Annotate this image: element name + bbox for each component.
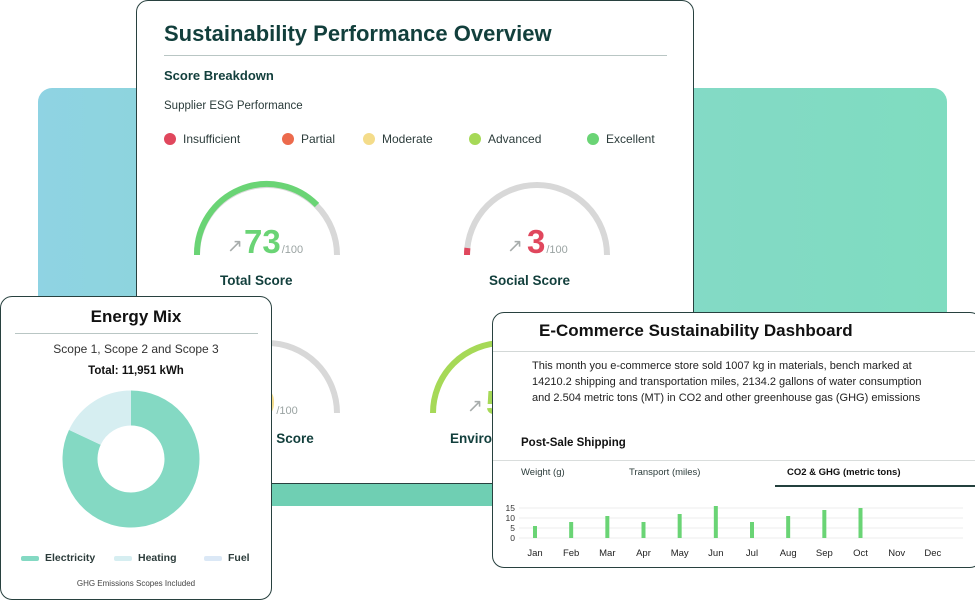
x-tick-label-jan: Jan: [527, 548, 542, 559]
legend-dot-icon: [469, 133, 481, 145]
donut-slice-electricity: [62, 390, 200, 528]
trend-arrow-icon: ↗: [507, 236, 523, 257]
x-tick-label-oct: Oct: [853, 548, 868, 559]
x-tick-label-may: May: [671, 548, 689, 559]
x-tick-label-sep: Sep: [816, 548, 833, 559]
metric-tabs: Weight (g) Transport (miles) CO2 & GHG (…: [493, 460, 975, 487]
energy-mix-title: Energy Mix: [90, 307, 182, 326]
ecommerce-description: This month you e-commerce store sold 100…: [532, 360, 922, 404]
gauge-fill: [193, 180, 320, 256]
tab-transport[interactable]: Transport (miles): [629, 467, 701, 478]
tab-co2-ghg[interactable]: CO2 & GHG (metric tons): [787, 467, 901, 478]
social-score-gauge: [464, 182, 610, 256]
bar-mar: [605, 516, 610, 538]
score-breakdown-subtitle: Supplier ESG Performance: [164, 100, 303, 112]
page-title: Sustainability Performance Overview: [164, 21, 552, 46]
legend-label: Moderate: [382, 132, 433, 146]
energy-total: Total: 11,951 kWh: [88, 365, 184, 377]
legend-electricity: Electricity: [21, 552, 95, 564]
social-score-label: Social Score: [489, 273, 571, 288]
legend-swatch-icon: [114, 555, 132, 561]
legend-heating: Heating: [114, 552, 177, 564]
gauge-fill: [430, 340, 504, 414]
x-tick-label-mar: Mar: [599, 548, 615, 559]
legend-label: Electricity: [45, 552, 96, 564]
post-sale-shipping-title: Post-Sale Shipping: [521, 437, 626, 449]
legend-dot-icon: [587, 133, 599, 145]
total-score-gauge: [193, 180, 340, 256]
y-tick-label: 10: [506, 513, 516, 523]
title-divider: [164, 55, 667, 56]
legend-moderate: Moderate: [363, 132, 433, 146]
legend-label: Advanced: [488, 132, 542, 146]
y-tick-label: 5: [510, 523, 515, 533]
gauge-max: /100: [281, 244, 304, 256]
active-tab-indicator: [775, 485, 975, 487]
legend-label: Excellent: [606, 132, 655, 146]
gauge-number: 3: [527, 223, 546, 260]
x-tick-label-jul: Jul: [746, 548, 758, 559]
social-score-value: 3/100: [527, 223, 568, 261]
x-tick-label-feb: Feb: [563, 548, 579, 559]
legend-label: Insufficient: [183, 132, 241, 146]
legend-advanced: Advanced: [469, 132, 541, 146]
x-tick-label-jun: Jun: [708, 548, 723, 559]
gauge-max: /100: [276, 405, 298, 417]
background-accent: [268, 480, 508, 506]
bar-oct: [858, 508, 863, 538]
x-tick-label-aug: Aug: [780, 548, 797, 559]
legend-label: Fuel: [228, 552, 250, 564]
bar-jan: [533, 526, 537, 538]
ecommerce-divider: [493, 351, 975, 352]
ecommerce-title: E-Commerce Sustainability Dashboard: [539, 321, 853, 340]
x-tick-label-apr: Apr: [636, 548, 651, 559]
energy-divider: [15, 333, 258, 334]
legend-label: Partial: [301, 132, 336, 146]
total-score-label: Total Score: [220, 273, 293, 288]
bar-aug: [786, 516, 791, 538]
energy-donut-chart: [62, 390, 200, 528]
environment-score-gauge: [430, 340, 504, 414]
energy-footer: GHG Emissions Scopes Included: [76, 579, 196, 588]
gauge-track: [464, 182, 610, 256]
total-score-value: 73/100: [244, 223, 303, 261]
energy-mix-card: Energy Mix Scope 1, Scope 2 and Scope 3 …: [0, 296, 272, 600]
bar-may: [677, 514, 682, 538]
donut-slice-heating: [69, 390, 132, 446]
ecommerce-dashboard-card: E-Commerce Sustainability Dashboard This…: [492, 312, 975, 568]
gauge-number: 73: [244, 223, 281, 260]
bar-feb: [569, 522, 574, 538]
legend-label: Heating: [138, 552, 177, 564]
score-breakdown-title: Score Breakdown: [164, 68, 274, 83]
trend-arrow-icon: ↗: [467, 396, 483, 417]
legend-dot-icon: [164, 133, 176, 145]
gauge-max: /100: [546, 244, 568, 256]
legend-dot-icon: [363, 133, 375, 145]
trend-arrow-icon: ↗: [227, 236, 243, 257]
legend-excellent: Excellent: [587, 132, 655, 146]
legend-insufficient: Insufficient: [164, 132, 240, 146]
y-tick-label: 0: [510, 533, 515, 543]
legend-swatch-icon: [204, 555, 222, 561]
legend-fuel: Fuel: [204, 552, 250, 564]
bar-apr: [641, 522, 646, 538]
environment-score-label: Enviro: [450, 431, 493, 446]
energy-subtitle: Scope 1, Scope 2 and Scope 3: [53, 342, 219, 356]
bar-sep: [822, 510, 827, 538]
y-tick-label: 15: [506, 503, 516, 513]
tab-weight[interactable]: Weight (g): [521, 467, 565, 478]
legend-dot-icon: [282, 133, 294, 145]
x-tick-label-nov: Nov: [888, 548, 905, 559]
legend-swatch-icon: [21, 555, 39, 561]
legend-partial: Partial: [282, 132, 335, 146]
bar-jul: [750, 522, 754, 538]
x-tick-label-dec: Dec: [924, 548, 941, 559]
bar-jun: [713, 506, 718, 538]
